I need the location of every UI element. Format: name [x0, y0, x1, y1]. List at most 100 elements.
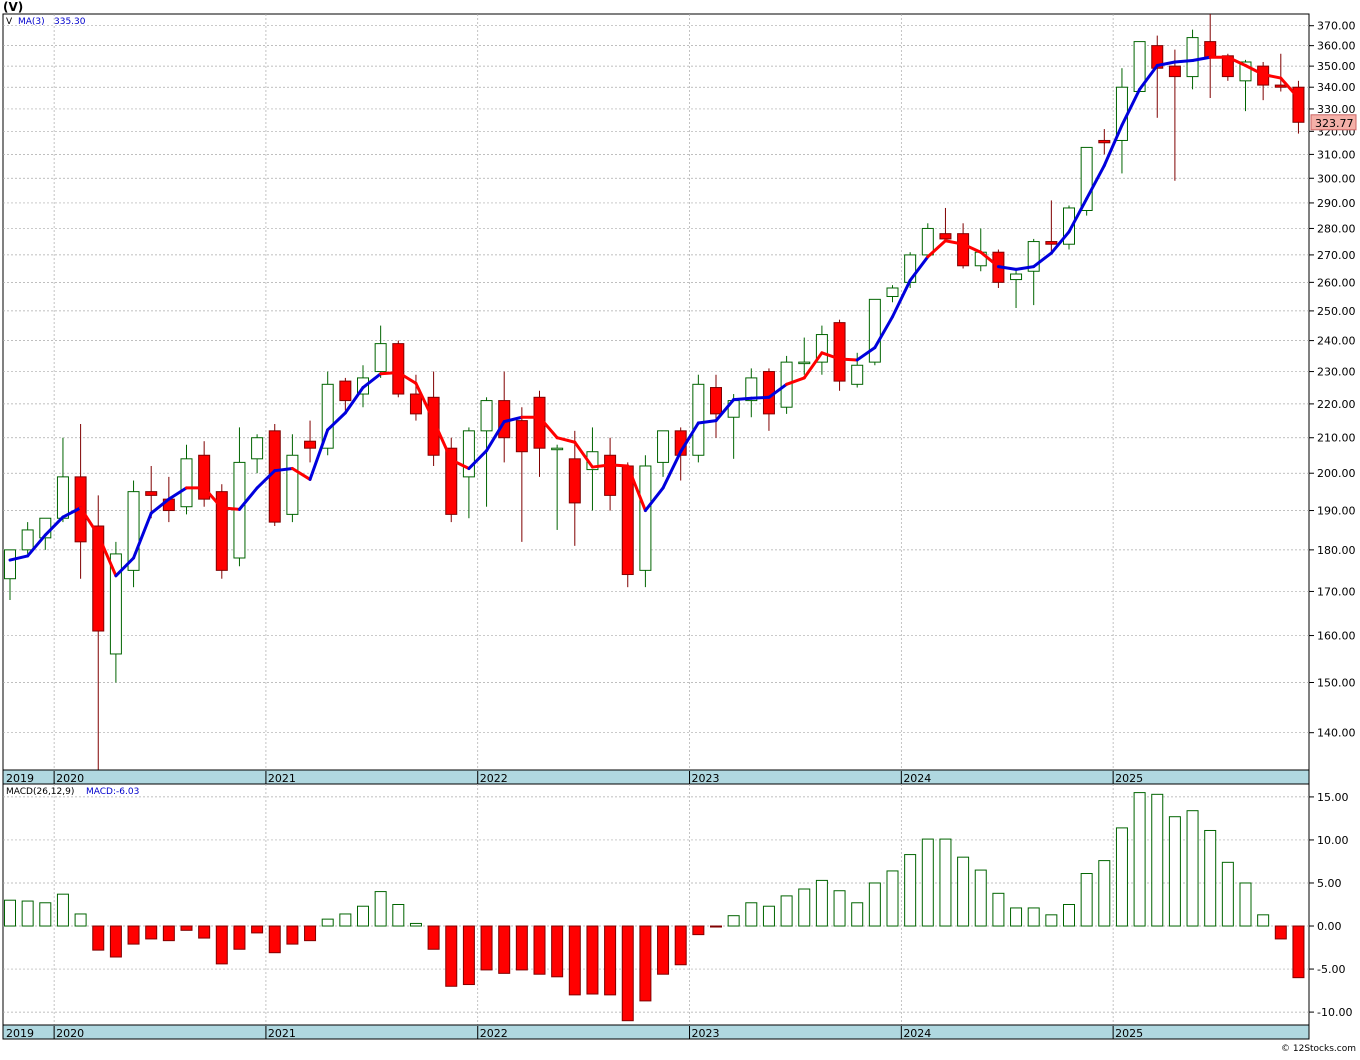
ma-segment — [1244, 64, 1265, 76]
candle-up — [868, 298, 881, 366]
candle-body — [215, 491, 228, 571]
macd-bar-positive — [868, 882, 881, 927]
ma-segment — [61, 506, 83, 519]
price-tick-label: 240.00 — [1317, 335, 1356, 348]
ma-segment — [149, 497, 171, 515]
macd-tick-label: -5.00 — [1317, 963, 1345, 976]
price-tick-label: 340.00 — [1317, 81, 1356, 94]
candle-body — [798, 361, 811, 365]
macd-bar-positive — [409, 922, 422, 927]
ma-segment — [467, 449, 489, 471]
ma-segment — [502, 415, 524, 424]
macd-bar-positive — [39, 902, 52, 927]
candle-up — [251, 434, 264, 474]
ma-segment — [1191, 55, 1212, 63]
ma-segment — [1155, 60, 1177, 68]
ma-segment — [8, 554, 30, 562]
year-label: 2022 — [480, 772, 508, 785]
ma-segment — [202, 486, 224, 510]
ma-segment — [573, 440, 594, 469]
macd-bar-negative — [604, 925, 617, 996]
candle-body — [321, 383, 334, 449]
macd-bar-positive — [921, 838, 934, 927]
ma-segment — [820, 351, 842, 361]
candle-body — [957, 233, 970, 267]
macd-bar-positive — [1063, 904, 1075, 927]
candle-up — [462, 427, 475, 519]
year-label: 2021 — [268, 1027, 296, 1040]
price-tick-label: 290.00 — [1317, 197, 1356, 210]
macd-bar-negative — [233, 925, 246, 950]
candle-body — [1045, 241, 1058, 245]
ma-segment — [555, 436, 577, 444]
ma-segment — [643, 486, 665, 513]
candle-body — [1010, 273, 1023, 281]
macd-bar-negative — [162, 925, 175, 942]
ma-segment — [1226, 55, 1247, 68]
macd-y-axis: -10.00 -5.00 0.00 5.00 10.00 15.00 — [1309, 791, 1352, 1019]
ma-segment — [732, 396, 753, 402]
candle-up — [374, 325, 387, 378]
macd-indicator-label: MACD(26,12,9) — [6, 787, 74, 797]
ma-segment — [1085, 164, 1106, 201]
candle-down — [445, 437, 458, 523]
ma-segment — [1120, 87, 1142, 127]
candle-down — [604, 437, 617, 511]
candle-down — [515, 407, 528, 542]
macd-histogram — [4, 792, 1305, 1022]
ma-segment — [1049, 230, 1071, 255]
price-tick-label: 140.00 — [1317, 727, 1356, 740]
candle-body — [56, 476, 69, 519]
candle-body — [339, 380, 352, 402]
macd-tick-label: 10.00 — [1317, 834, 1349, 847]
macd-bar-positive — [357, 905, 369, 927]
candle-body — [745, 377, 758, 402]
macd-bar-negative — [198, 925, 211, 939]
macd-bar-positive — [1133, 792, 1146, 927]
macd-bar-negative — [515, 925, 528, 971]
candle-body — [1168, 65, 1181, 78]
candle-body — [180, 458, 193, 508]
candle-body — [392, 343, 405, 395]
candle-down — [339, 377, 352, 411]
macd-bar-positive — [886, 870, 899, 927]
candle-up — [639, 455, 652, 588]
ma-indicator-value: 335.30 — [54, 17, 86, 27]
ma-segment — [626, 464, 647, 513]
ma-segment — [379, 371, 400, 376]
candle-body — [409, 393, 422, 415]
macd-bar-positive — [1257, 914, 1270, 927]
macd-bar-positive — [392, 904, 405, 927]
candle-body — [939, 233, 952, 240]
ma-segment — [908, 255, 930, 282]
candle-up — [127, 480, 140, 588]
year-label: 2020 — [56, 1027, 84, 1040]
candle-body — [304, 440, 317, 449]
candle-body — [1027, 241, 1040, 272]
macd-bar-positive — [1080, 873, 1093, 927]
macd-bar-positive — [974, 869, 987, 927]
ma-segment — [1279, 76, 1300, 100]
ma-segment — [1067, 197, 1089, 234]
ma-segment — [1014, 265, 1036, 271]
candle-up — [1027, 238, 1040, 306]
macd-bar-positive — [745, 902, 758, 927]
candle-body — [1080, 146, 1093, 211]
price-tick-label: 350.00 — [1317, 60, 1356, 73]
candle-down — [92, 495, 105, 770]
price-panel — [2, 13, 1310, 771]
candle-body — [445, 447, 458, 515]
candle-up — [745, 368, 758, 418]
ma-segment — [273, 467, 294, 473]
ma-segment — [661, 450, 683, 490]
price-tick-label: 370.00 — [1317, 20, 1356, 33]
price-tick-label: 160.00 — [1317, 630, 1356, 643]
candle-body — [286, 454, 299, 515]
year-label: 2019 — [6, 1027, 34, 1040]
macd-tick-label: 15.00 — [1317, 791, 1349, 804]
macd-bar-positive — [1204, 829, 1217, 927]
macd-bar-negative — [1292, 925, 1305, 979]
macd-bar-negative — [215, 925, 228, 965]
macd-bar-positive — [1168, 816, 1181, 927]
candle-up — [4, 549, 16, 601]
